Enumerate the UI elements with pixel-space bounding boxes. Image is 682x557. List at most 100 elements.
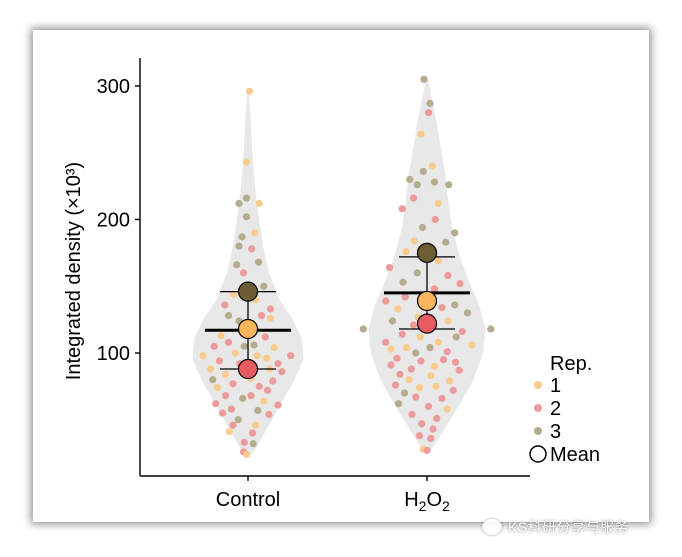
data-point [431, 215, 439, 224]
legend-mean-label: Mean [550, 444, 600, 466]
legend-swatch-2 [534, 404, 542, 412]
violin-0 [192, 90, 304, 455]
data-point [432, 382, 440, 390]
data-point [399, 278, 407, 286]
data-point [248, 429, 257, 437]
data-point [468, 341, 476, 349]
watermark-text: KS科研分享与服务 [508, 519, 630, 535]
data-point [438, 394, 446, 402]
data-point [419, 167, 427, 176]
data-point [398, 205, 406, 213]
data-point [434, 257, 442, 265]
data-point [405, 376, 413, 384]
legend-label: 1 [550, 375, 561, 397]
data-point [442, 238, 450, 246]
data-point [487, 325, 495, 333]
data-point [443, 348, 451, 356]
x-tick-label: Control [216, 489, 280, 511]
data-point [427, 372, 435, 380]
data-point [234, 416, 242, 424]
data-point [255, 382, 263, 390]
data-point [434, 338, 442, 346]
legend-label: 2 [550, 398, 561, 420]
data-point [199, 352, 207, 360]
data-point [417, 357, 425, 365]
data-point [254, 406, 262, 415]
data-point [242, 213, 251, 221]
data-point [227, 405, 236, 413]
chat-bubble-icon [482, 519, 502, 535]
data-point [455, 366, 463, 374]
data-point [430, 362, 439, 370]
data-point [230, 290, 238, 298]
data-point [443, 405, 451, 413]
data-point [242, 194, 251, 202]
data-point [240, 438, 248, 447]
data-point [221, 301, 229, 309]
data-point [255, 199, 263, 208]
data-point [257, 312, 266, 320]
data-point [224, 312, 233, 320]
data-point [387, 345, 395, 353]
axes-layer: Integrated density (×10³) [63, 58, 530, 477]
data-point [212, 400, 220, 408]
data-point [263, 386, 272, 394]
data-point [382, 297, 390, 305]
data-point [251, 229, 259, 237]
data-point [247, 392, 255, 400]
data-point [245, 87, 254, 95]
data-point [278, 368, 286, 376]
replicate-mean-1 [416, 290, 438, 312]
data-point [415, 384, 424, 392]
data-point [265, 410, 273, 419]
data-point [235, 199, 243, 208]
data-point [451, 229, 459, 237]
data-point [393, 354, 401, 362]
data-point [428, 162, 436, 170]
data-point [400, 389, 409, 397]
data-point [266, 305, 275, 313]
data-point [433, 414, 441, 423]
data-point [426, 344, 434, 352]
data-point [229, 380, 237, 388]
legend-title: Rep. [550, 353, 592, 375]
data-point [239, 394, 247, 402]
data-point [359, 325, 367, 333]
data-point [385, 263, 394, 272]
data-point [287, 352, 295, 360]
data-point [398, 330, 406, 338]
data-point [434, 199, 442, 208]
data-point [235, 242, 243, 250]
data-point [452, 333, 460, 341]
data-point [238, 233, 246, 241]
data-point [445, 377, 454, 385]
data-point [209, 376, 217, 384]
data-point [406, 175, 414, 184]
data-point [253, 352, 261, 360]
replicate-mean-2 [237, 358, 259, 380]
data-point [429, 425, 437, 433]
data-point [270, 344, 278, 352]
data-point [430, 178, 439, 186]
data-point [391, 381, 400, 389]
data-point [260, 397, 268, 405]
replicate-mean-3 [237, 281, 259, 302]
data-point [250, 341, 258, 349]
mean-stats-layer [205, 242, 470, 380]
data-point [445, 181, 453, 189]
data-point [426, 99, 434, 107]
data-point [427, 434, 435, 443]
data-point [401, 293, 409, 301]
data-point [394, 400, 403, 408]
data-point [412, 349, 420, 357]
data-point [221, 370, 230, 378]
data-point [444, 317, 452, 325]
data-point [424, 109, 433, 117]
data-point [420, 75, 428, 83]
x-tick-label: H2O2 [404, 489, 450, 514]
replicate-mean-2 [416, 313, 438, 334]
y-tick-label: 100 [97, 343, 130, 365]
legend-swatch-1 [534, 381, 542, 389]
